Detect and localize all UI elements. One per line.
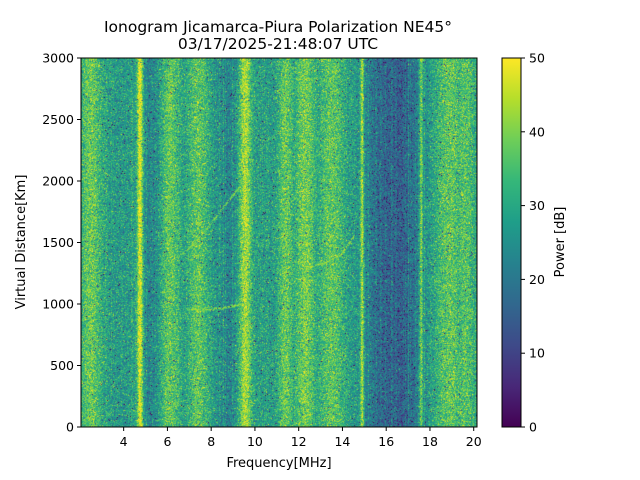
colorbar-gradient (502, 58, 521, 427)
colorbar: 0 10 20 30 40 50 Power [dB] (501, 51, 568, 435)
x-tick-label: 4 (120, 434, 128, 449)
x-tick-label: 16 (378, 434, 394, 449)
x-tick-label: 12 (291, 434, 307, 449)
chart-title-line2: 03/17/2025-21:48:07 UTC (178, 35, 378, 53)
colorbar-tick-label: 30 (529, 198, 545, 213)
chart-title-line1: Ionogram Jicamarca-Piura Polarization NE… (104, 18, 452, 36)
y-tick-label: 1500 (42, 235, 74, 250)
ionogram-heatmap (81, 58, 477, 427)
y-axis: 0 500 1000 1500 2000 2500 3000 (42, 51, 81, 435)
x-tick-label: 20 (466, 434, 482, 449)
colorbar-tick-label: 50 (529, 51, 545, 66)
y-tick-label: 0 (66, 420, 74, 435)
colorbar-ticks: 0 10 20 30 40 50 (521, 51, 545, 435)
y-tick-label: 1000 (42, 297, 74, 312)
colorbar-tick-label: 10 (529, 346, 545, 361)
x-tick-label: 8 (207, 434, 215, 449)
x-axis: 4 6 8 10 12 14 16 18 20 (120, 427, 482, 449)
colorbar-label: Power [dB] (553, 207, 568, 278)
y-tick-label: 2500 (42, 112, 74, 127)
y-axis-label: Virtual Distance[Km] (14, 175, 29, 310)
y-tick-label: 500 (50, 358, 74, 373)
y-tick-label: 3000 (42, 51, 74, 66)
colorbar-tick-label: 20 (529, 272, 545, 287)
y-tick-label: 2000 (42, 174, 74, 189)
plot-area (80, 57, 478, 428)
colorbar-tick-label: 40 (529, 124, 545, 139)
x-tick-label: 18 (422, 434, 438, 449)
x-tick-label: 6 (163, 434, 171, 449)
x-tick-label: 14 (334, 434, 350, 449)
colorbar-tick-label: 0 (529, 420, 537, 435)
x-tick-label: 10 (247, 434, 263, 449)
colorbar-frame (501, 57, 522, 428)
x-axis-label: Frequency[MHz] (226, 456, 331, 471)
